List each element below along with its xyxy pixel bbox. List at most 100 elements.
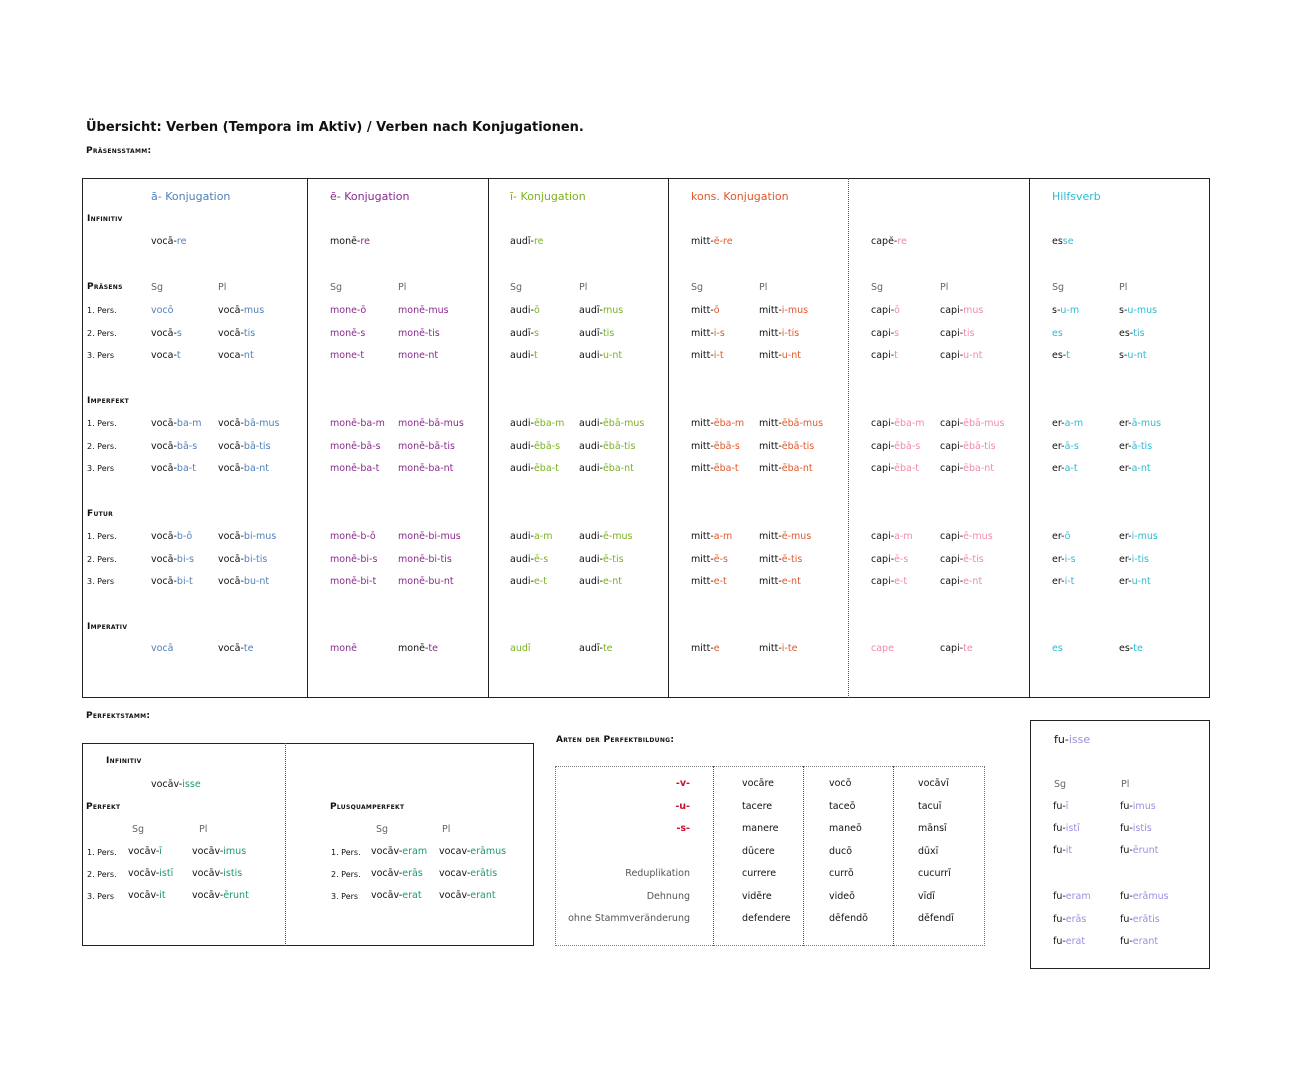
column-divider-dotted [848, 178, 849, 698]
plusquamperfekt-label: Plusquamperfekt [330, 802, 405, 812]
ending: s [894, 327, 900, 339]
ending: ēba-nt [781, 463, 813, 474]
ending: ā-tis [1131, 440, 1153, 452]
plural-form: vocā-bi-mus [218, 531, 276, 542]
perfekt-singular: vocāv-istī [128, 868, 173, 879]
ending: mus [243, 305, 265, 316]
present-example: maneō [829, 823, 862, 834]
stem: voca- [151, 350, 177, 361]
ending: t [533, 350, 538, 361]
stem: vocāv- [192, 846, 224, 857]
fuisse-plusq-singular: fu-erat [1053, 936, 1085, 947]
ending: erātis [1132, 913, 1160, 925]
ending: re [533, 236, 544, 247]
row-label-p2: 2. Pers. [87, 329, 117, 338]
plural-form: vocā-bi-tis [218, 554, 267, 565]
ending: ba-m [176, 418, 202, 429]
column-heading: ē- Konjugation [330, 190, 410, 203]
ending: eram [1065, 891, 1091, 902]
row-label-p3: 3. Pers [87, 351, 115, 360]
ending: i-mus [1131, 531, 1158, 542]
ending: u-nt [781, 350, 801, 361]
stem: es [1052, 327, 1063, 339]
stem: capi- [940, 643, 964, 654]
stem: monē-bu-nt [398, 576, 454, 587]
ending: bi-tis [243, 553, 268, 565]
stem: vocāv- [371, 846, 403, 857]
infinitive-form: vocā-re [151, 236, 186, 247]
singular-form: audi-ō [510, 305, 540, 316]
stem: audī- [579, 305, 603, 316]
singular-form: mone-t [330, 350, 364, 361]
stem: audi- [510, 553, 534, 565]
stem: mitt- [691, 643, 714, 654]
plural-form: vocā-ba-nt [218, 463, 269, 474]
ending: ē-tis [963, 553, 984, 565]
ending: ēba-nt [602, 463, 634, 474]
stem: er- [1119, 418, 1132, 429]
singular-form: monē-bā-s [330, 441, 381, 452]
ending: re [176, 236, 187, 247]
plural-form: capi-ē-tis [940, 554, 984, 565]
perfektbildung-type: -s- [676, 823, 690, 834]
stem: er- [1052, 531, 1065, 542]
perfect-example: cucurrī [918, 868, 951, 879]
imperativ-plural: es-te [1119, 643, 1143, 654]
ending: ē-tis [781, 553, 803, 565]
ending: istis [223, 868, 243, 879]
ending: erant [1132, 936, 1159, 947]
stem: s- [1119, 350, 1128, 361]
stem: vocā- [151, 418, 177, 429]
ending: isse [182, 779, 201, 790]
singular-form: capi-e-t [871, 576, 907, 587]
stem: capi- [940, 463, 964, 474]
singular-form: er-ō [1052, 531, 1070, 542]
plural-form: audi-ē-tis [579, 554, 624, 565]
ending: erās [1065, 913, 1087, 925]
ending: u-m [1060, 305, 1080, 316]
ending: a-m [1064, 418, 1084, 429]
stem: capi- [871, 305, 895, 316]
stem: capi- [871, 553, 895, 565]
stem: capi- [871, 327, 895, 339]
ending: bi-t [176, 576, 193, 587]
infinitive-form: esse [1052, 236, 1074, 247]
fuisse-perfekt-singular: fu-it [1053, 845, 1072, 856]
stem: audi- [510, 576, 534, 587]
column-divider [1029, 178, 1030, 698]
plural-form: monē-bu-nt [398, 576, 454, 587]
stem: vocav- [439, 846, 471, 857]
singular-form: er-a-m [1052, 418, 1083, 429]
singular-form: mone-ō [330, 305, 366, 316]
stem: audī- [510, 236, 534, 247]
stem: fu- [1120, 845, 1133, 856]
pl-label: Pl [1121, 779, 1130, 790]
column-heading: Hilfsverb [1052, 190, 1101, 203]
perfektbildung-type: Dehnung [646, 890, 690, 902]
plural-form: vocā-mus [218, 305, 264, 316]
stem: es [1052, 236, 1063, 247]
plural-form: mitt-ēbā-mus [759, 418, 823, 429]
singular-form: capi-a-m [871, 531, 913, 542]
plural-form: monē-mus [398, 305, 449, 316]
stem: capi- [871, 440, 895, 452]
plural-form: audi-u-nt [579, 350, 622, 361]
singular-form: monē-bi-s [330, 554, 377, 565]
pl-label: Pl [1119, 282, 1128, 293]
singular-form: capi-s [871, 328, 899, 339]
singular-form: vocā-bi-s [151, 554, 194, 565]
ending: i-s [713, 327, 725, 339]
ending: ēba-nt [963, 463, 995, 474]
ending: bi-s [176, 553, 194, 565]
stem: vocā- [218, 305, 244, 316]
row-label-praesens: Präsens [87, 282, 123, 292]
stem: er- [1119, 440, 1132, 452]
ending: tis [963, 327, 975, 339]
ending: t [894, 350, 898, 361]
ending: ēba-t [713, 463, 739, 474]
ending: ba-nt [243, 463, 269, 474]
ending: i-mus [781, 305, 809, 316]
ending: u-nt [963, 350, 983, 361]
stem: mitt- [759, 440, 782, 452]
singular-form: s-u-m [1052, 305, 1079, 316]
